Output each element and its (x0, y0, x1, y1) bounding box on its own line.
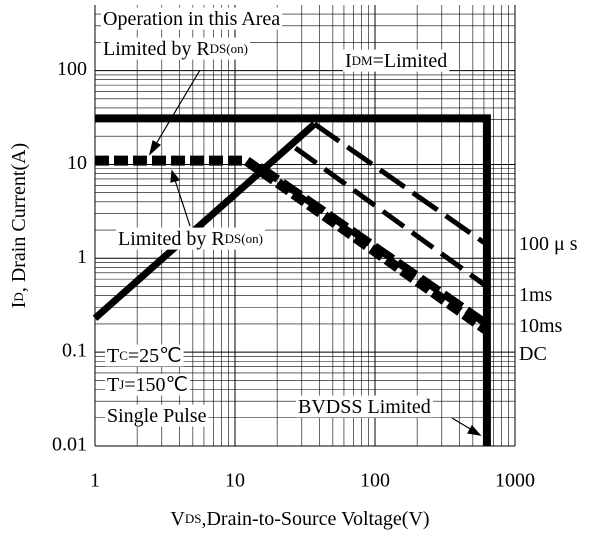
arrow-head (148, 140, 162, 156)
annotation: IDM=Limited (343, 49, 450, 72)
y-tick-label: 1 (77, 246, 87, 268)
arrow (155, 69, 201, 145)
arrows (148, 69, 482, 436)
annotation-bg (105, 344, 184, 367)
arrow-head (170, 169, 181, 183)
annotation-text: 100 μ s (519, 233, 578, 255)
annotation-text: 1ms (519, 284, 553, 306)
text-part: Single Pulse (107, 405, 207, 427)
annotation-text: IDM=Limited (345, 50, 447, 72)
subscript: DS(on) (225, 231, 263, 246)
annotation-text: BVDSS Limited (298, 396, 431, 418)
series-line (313, 121, 489, 247)
text-part: I (345, 50, 352, 72)
annotation-text: Single Pulse (107, 405, 207, 427)
annotation: 1ms (519, 284, 553, 306)
text-part: ,Drain-to-Source Voltage(V) (201, 508, 429, 530)
x-tick-label: 1 (90, 470, 100, 492)
annotation: DC (519, 343, 547, 365)
annotation: Operation in this Area (101, 7, 283, 30)
annotation: TC=25℃ (105, 344, 184, 367)
y-tick-label: 0.01 (52, 434, 87, 456)
annotation-text: TC=25℃ (107, 345, 182, 367)
annotation-bg (101, 37, 250, 60)
annotation: Limited by RDS(on) (116, 227, 265, 250)
subscript: DS(on) (210, 41, 248, 56)
series-line (293, 145, 489, 289)
text-part: Limited by R (118, 228, 225, 250)
text-part: 1ms (519, 284, 553, 306)
text-part: V (170, 508, 185, 530)
annotation: BVDSS Limited (296, 395, 433, 418)
text-part: T (107, 345, 119, 367)
text-part: =Limited (373, 50, 448, 72)
subscript: DS (185, 511, 202, 526)
annotation: Single Pulse (105, 404, 209, 427)
series-line (95, 114, 491, 446)
arrow-head (467, 424, 482, 436)
text-part: I (8, 302, 30, 309)
text-part: , Drain Current(A) (8, 143, 30, 292)
arrow (174, 179, 191, 227)
y-tick-label: 0.1 (62, 340, 87, 362)
text-part: =25℃ (128, 345, 182, 367)
annotation-text: 10ms (519, 315, 563, 337)
annotation-bg (105, 404, 209, 427)
text-part: BVDSS Limited (298, 396, 431, 418)
text-part: =150℃ (124, 374, 188, 396)
text-part: Operation in this Area (103, 8, 280, 30)
annotation: 100 μ s (519, 233, 578, 255)
y-tick-label: 100 (57, 58, 87, 80)
annotation-text: Limited by RDS(on) (118, 228, 263, 250)
annotation-text: DC (519, 343, 547, 365)
subscript: J (119, 377, 124, 392)
text-part: 100 μ s (519, 233, 578, 255)
annotation: Limited by RDS(on) (101, 37, 250, 60)
annotation-bg (101, 7, 283, 30)
annotation-bg (343, 49, 450, 72)
text-part: DC (519, 343, 547, 365)
annotation-text: Operation in this Area (103, 8, 280, 30)
annotation: TJ=150℃ (105, 373, 191, 396)
arrow (451, 417, 473, 431)
y-tick-label: 10 (67, 152, 87, 174)
annotation-bg (296, 395, 433, 418)
text-part: Limited by R (103, 38, 210, 60)
labels: 1 10 100 1000 0.01 0.1 1 10 100 Operation in this… (8, 7, 578, 530)
annotation-bg (105, 373, 191, 396)
annotation: 10ms (519, 315, 563, 337)
subscript: C (119, 348, 128, 363)
series-line (95, 155, 490, 335)
x-tick-label: 1000 (495, 470, 535, 492)
text-part: T (107, 374, 119, 396)
annotation-text: TJ=150℃ (107, 374, 188, 396)
subscript: DM (352, 53, 373, 68)
x-axis-label: VDS,Drain-to-Source Voltage(V) (170, 508, 429, 530)
annotation-text: Limited by RDS(on) (103, 38, 248, 60)
series-line (257, 163, 490, 328)
subscript: D (11, 292, 26, 301)
plot-lines (92, 114, 491, 446)
series-line (92, 121, 317, 321)
annotation-bg (116, 227, 265, 250)
text-part: 10ms (519, 315, 563, 337)
y-axis-label: ID, Drain Current(A) (8, 143, 30, 308)
x-tick-label: 100 (360, 470, 390, 492)
x-tick-label: 10 (225, 470, 245, 492)
